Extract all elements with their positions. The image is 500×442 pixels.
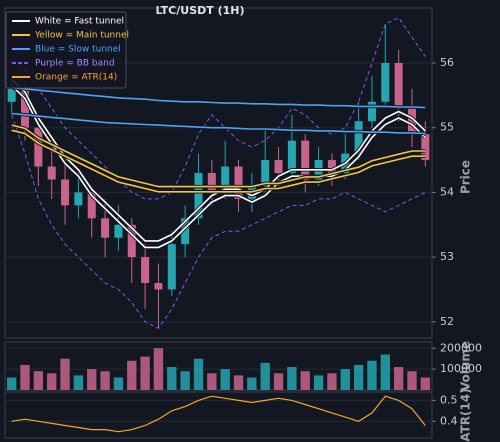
y-tick-label: 53	[440, 250, 454, 263]
legend-label: Purple = BB band	[35, 59, 115, 69]
candle-body	[407, 108, 416, 135]
volume-bar	[220, 369, 230, 390]
volume-bar	[167, 367, 177, 390]
candle-body	[381, 63, 390, 102]
y-tick-label: 52	[440, 315, 454, 328]
candle-body	[154, 283, 163, 290]
volume-bar	[140, 356, 150, 390]
candle-body	[114, 224, 123, 238]
volume-bar	[247, 377, 257, 390]
volume-bar	[7, 377, 17, 390]
candle-body	[421, 134, 430, 161]
y-tick-label: 0.4	[440, 414, 458, 427]
legend-box	[5, 11, 127, 89]
volume-bar	[113, 377, 124, 390]
volume-bar	[260, 362, 270, 390]
candle-body	[354, 121, 363, 154]
volume-bar	[100, 371, 110, 390]
volume-bar	[207, 373, 217, 390]
candle-body	[261, 160, 270, 186]
volume-bar	[300, 371, 310, 390]
legend-label: Yellow = Main tunnel	[34, 31, 129, 41]
y-tick-label: 54	[440, 185, 454, 198]
volume-bar	[33, 371, 44, 390]
y-tick-label: 55	[440, 121, 454, 134]
volume-bar	[73, 375, 84, 390]
bb-line	[11, 114, 426, 329]
volume-bar	[340, 369, 350, 390]
candle-body	[234, 166, 243, 199]
candle-body	[274, 160, 283, 173]
candle-body	[327, 160, 336, 173]
candle-body	[301, 140, 310, 180]
candle-body	[7, 88, 16, 102]
candle-body	[394, 63, 403, 109]
y-axis-title: Price	[459, 160, 473, 194]
volume-bar	[60, 358, 70, 390]
legend-label: Orange = ATR(14)	[35, 73, 117, 83]
volume-bar	[327, 373, 337, 390]
volume-bar	[127, 360, 137, 390]
chart-title: LTC/USDT (1H)	[155, 4, 244, 17]
volume-bar	[367, 360, 377, 390]
y-tick-label: 200000	[440, 341, 482, 354]
volume-bar	[153, 348, 164, 390]
candle-body	[21, 88, 30, 128]
candle-body	[367, 101, 376, 122]
tunnel-line	[11, 112, 426, 135]
tunnel-line	[11, 124, 426, 188]
volume-bar	[180, 371, 190, 390]
candle-body	[207, 173, 216, 193]
y-tick-label: 56	[440, 56, 454, 69]
volume-bar	[20, 364, 30, 390]
volume-panel	[4, 341, 433, 391]
candle-body	[87, 192, 96, 219]
candle-body	[47, 166, 56, 180]
volume-bar	[380, 354, 390, 390]
tunnel-line	[11, 129, 426, 193]
price-panel	[4, 7, 433, 339]
volume-bar	[87, 369, 97, 390]
volume-bar	[313, 375, 324, 390]
candle-body	[141, 257, 150, 283]
candle-body	[74, 192, 83, 206]
candle-body	[181, 218, 190, 245]
candle-body	[101, 218, 110, 238]
candle-body	[127, 224, 136, 258]
candle-body	[194, 173, 203, 219]
legend-label: Blue = Slow tunnel	[35, 45, 121, 55]
tunnel-line	[11, 85, 426, 249]
atr-line	[11, 395, 426, 433]
volume-bar	[287, 367, 297, 390]
candle-body	[61, 179, 70, 206]
volume-bar	[353, 364, 364, 390]
y-tick-label: 100000	[440, 362, 482, 375]
volume-bar	[420, 377, 430, 390]
candle-body	[34, 127, 43, 167]
volume-bar	[233, 375, 244, 390]
tunnel-line	[11, 86, 426, 109]
candle-body	[167, 244, 176, 290]
volume-bar	[273, 373, 284, 390]
volume-bar	[47, 373, 57, 390]
y-tick-label: 0.5	[440, 393, 458, 406]
y-axis-title: Volume	[459, 341, 473, 391]
legend-label: White = Fast tunnel	[35, 17, 124, 27]
legend: White = Fast tunnel Yellow = Main tunnel B…	[5, 11, 129, 89]
volume-bar	[407, 371, 417, 390]
candle-body	[287, 140, 296, 173]
volume-bar	[193, 358, 204, 390]
volume-bar	[393, 367, 404, 390]
candle-body	[221, 166, 230, 193]
atr-panel	[4, 391, 433, 439]
y-axis-title: ATR(14)	[459, 388, 473, 441]
